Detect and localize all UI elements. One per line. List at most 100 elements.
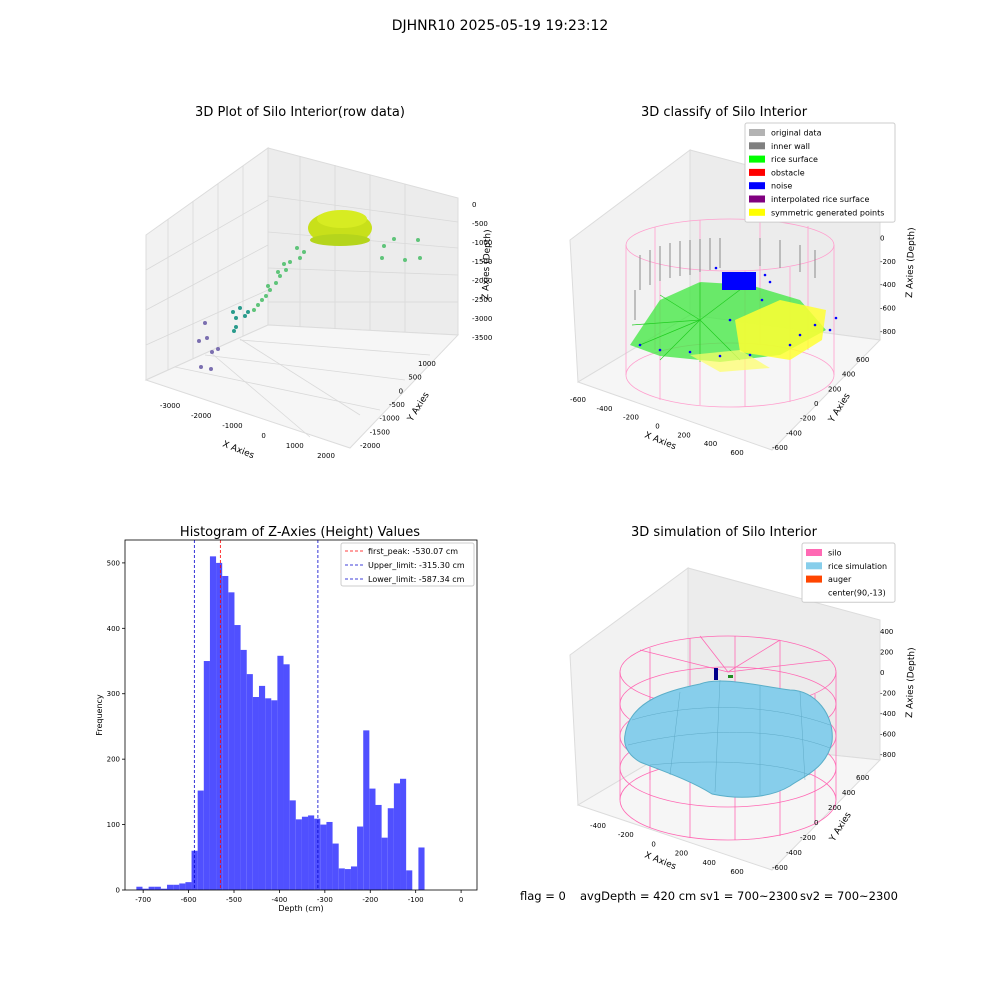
- histogram-x-tick-label: -700: [135, 896, 151, 904]
- classify-legend-label: symmetric generated points: [771, 208, 884, 217]
- histogram-bar: [179, 883, 186, 890]
- rice-simulation-surface: [624, 680, 833, 798]
- histogram-bar: [418, 847, 425, 890]
- classify-inner-wall-points: [634, 238, 816, 320]
- classify-z-tick-label: -800: [880, 328, 896, 336]
- classify-legend-label: rice surface: [771, 155, 818, 164]
- raw-point-cloud: [197, 210, 422, 371]
- histogram-bar: [185, 882, 192, 890]
- raw-y-tick-label: 1000: [418, 360, 436, 368]
- classify-x-axis-label: X Axies: [643, 431, 678, 453]
- histogram-legend-label: first_peak: -530.07 cm: [368, 547, 458, 556]
- raw-z-tick-label: -3500: [472, 334, 492, 342]
- histogram-bar: [320, 824, 327, 890]
- histogram-bar: [246, 674, 253, 890]
- histogram-bar: [258, 685, 266, 890]
- raw-y-axis-label: Y Axies: [406, 390, 432, 424]
- histogram-y-ticks: 0 100 200 300 400 500: [107, 559, 125, 895]
- histogram-y-tick-label: 300: [107, 690, 120, 698]
- histogram-bar: [197, 790, 204, 890]
- histogram-bar: [222, 575, 229, 890]
- histogram-bar: [350, 866, 358, 890]
- classify-z-tick-label: 0: [880, 234, 884, 242]
- histogram-bar: [154, 886, 161, 890]
- simulation-z-ticks: 400 200 0 -200 -400 -600 -800: [880, 628, 896, 759]
- simulation-legend-swatch: [806, 549, 822, 556]
- histogram-bar: [240, 649, 247, 890]
- histogram-bar: [252, 697, 259, 890]
- classify-noise-points: [638, 266, 838, 358]
- raw-y-ticks: 1000 500 0 -500 -1000 -1500 -2000: [360, 360, 436, 450]
- histogram-bar: [203, 661, 210, 890]
- histogram-bar: [308, 815, 315, 890]
- raw-z-tick-label: -2000: [472, 277, 492, 285]
- classify-x-ticks: -600 -400 -200 0 200 400 600: [570, 396, 744, 457]
- simulation-z-tick-label: -800: [880, 751, 896, 759]
- footer-sv2: sv2 = 700~2300: [800, 889, 898, 903]
- simulation-legend-label: silo: [828, 549, 842, 558]
- histogram-bar: [277, 655, 284, 890]
- simulation-legend-label: rice simulation: [828, 562, 887, 571]
- simulation-y-tick-label: 200: [828, 804, 841, 812]
- depth-histogram: Histogram of Z-Axies (Height) Values -70…: [95, 525, 478, 913]
- classify-y-tick-label: 200: [828, 385, 841, 393]
- histogram-bar: [314, 818, 321, 890]
- histogram-bar: [344, 869, 351, 890]
- simulation-x-tick-label: 200: [675, 850, 688, 858]
- classify-z-axis-label: Z Axies (Depth): [905, 227, 917, 298]
- raw-x-tick-label: -3000: [160, 402, 180, 410]
- classify-legend-swatch: [749, 142, 765, 150]
- footer-sv1: sv1 = 700~2300: [700, 889, 798, 903]
- simulation-y-tick-label: 400: [842, 789, 855, 797]
- classify-legend-label: original data: [771, 129, 822, 138]
- simulation-y-tick-label: -600: [772, 864, 788, 872]
- histogram-legend-label: Lower_limit: -587.34 cm: [368, 575, 465, 584]
- raw-x-ticks: -3000 -2000 -1000 0 1000 2000: [160, 402, 335, 460]
- histogram-bar: [283, 664, 290, 890]
- histogram-y-tick-label: 200: [107, 756, 120, 764]
- simulation-legend-label: center(90,-13): [828, 588, 886, 597]
- footer-flag: flag = 0: [520, 889, 566, 903]
- simulation-z-tick-label: 0: [880, 669, 884, 677]
- histogram-bar: [271, 700, 278, 890]
- histogram-bars: [136, 556, 425, 890]
- simulation-y-tick-label: -400: [786, 849, 802, 857]
- simulation-x-tick-label: 400: [703, 859, 716, 867]
- simulation-legend-swatch: [806, 575, 822, 583]
- simulation-3d-plot: 3D simulation of Silo Interior: [569, 525, 917, 876]
- simulation-y-tick-label: 600: [856, 774, 869, 782]
- classify-legend-box: [744, 122, 896, 223]
- raw-z-tick-label: -1000: [472, 239, 492, 247]
- classify-3d-plot: 3D classify of Silo Interior: [569, 105, 917, 457]
- simulation-x-tick-label: 600: [730, 868, 743, 876]
- simulation-x-tick-label: -200: [618, 831, 634, 839]
- histogram-bar: [387, 808, 394, 890]
- raw-x-tick-label: 0: [261, 432, 265, 440]
- raw-z-tick-label: -3000: [472, 315, 492, 323]
- simulation-x-ticks: -400 -200 0 200 400 600: [590, 822, 744, 876]
- histogram-plot-frame: [124, 539, 478, 891]
- histogram-bar: [301, 816, 309, 890]
- histogram-bar: [357, 826, 364, 890]
- histogram-bar: [142, 888, 149, 890]
- raw-y-tick-label: -2000: [360, 442, 380, 450]
- histogram-bar: [228, 592, 235, 890]
- simulation-x-axis-label: X Axies: [643, 851, 678, 873]
- classify-z-tick-label: -400: [880, 281, 896, 289]
- histogram-bar: [167, 884, 174, 890]
- raw-x-axis-label: X Axies: [221, 440, 256, 462]
- histogram-x-tick-label: -100: [408, 896, 424, 904]
- histogram-y-axis-label: Frequency: [95, 694, 104, 736]
- simulation-plot-title: 3D simulation of Silo Interior: [631, 525, 818, 540]
- classify-y-tick-label: 0: [814, 400, 818, 408]
- histogram-bar: [369, 788, 376, 890]
- histogram-bar: [209, 556, 217, 890]
- classify-y-tick-label: 600: [856, 356, 869, 364]
- histogram-x-ticks: -700 -600 -500 -400 -300 -200 -100 0: [135, 890, 463, 904]
- raw-y-tick-label: 0: [399, 387, 403, 395]
- classify-y-tick-label: -200: [800, 415, 816, 423]
- histogram-bar: [265, 698, 272, 890]
